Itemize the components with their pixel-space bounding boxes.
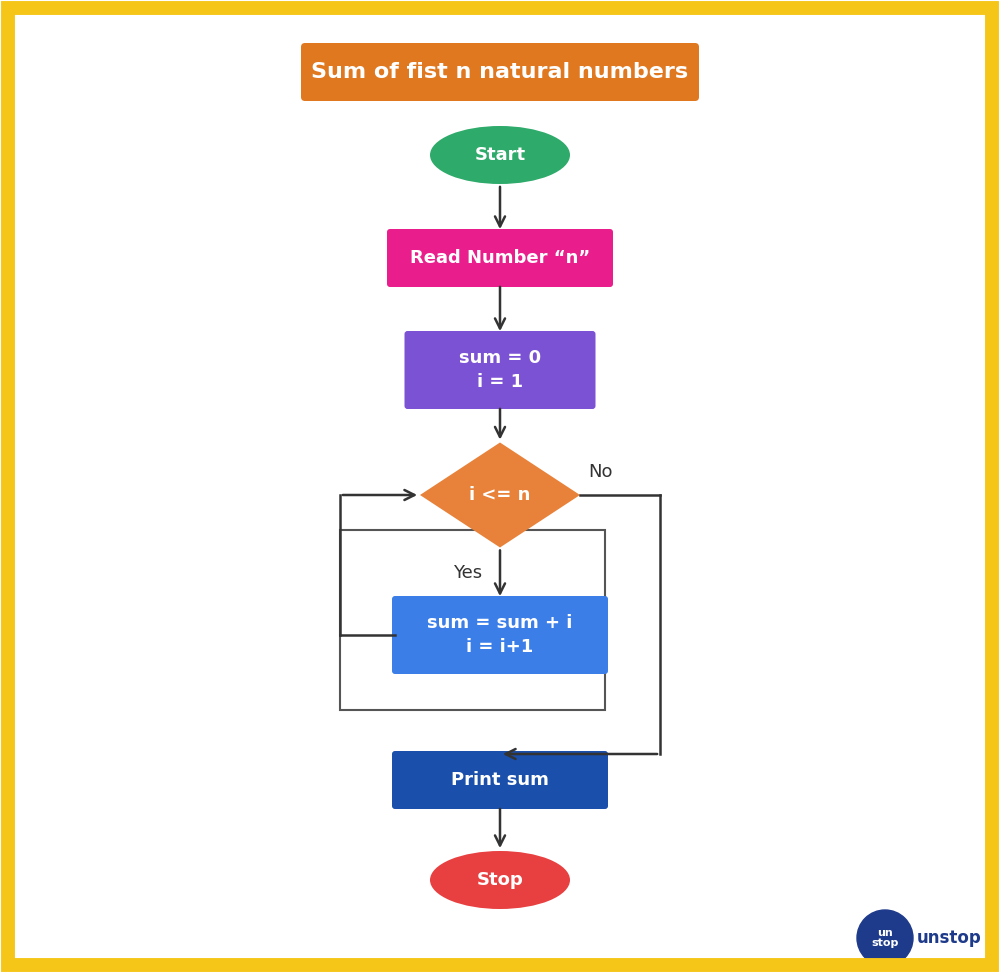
Bar [340,530,605,710]
Text: un
stop: un stop [871,927,899,949]
FancyBboxPatch shape [392,596,608,674]
Text: unstop: unstop [917,929,982,947]
Text: i <= n: i <= n [469,486,531,504]
FancyBboxPatch shape [392,751,608,809]
FancyBboxPatch shape [301,43,699,101]
FancyBboxPatch shape [404,331,596,409]
Text: Sum of fist n natural numbers: Sum of fist n natural numbers [311,62,689,82]
Text: Yes: Yes [453,564,482,582]
Circle shape [857,910,913,966]
Text: Print sum: Print sum [451,771,549,789]
Text: Start: Start [474,146,526,164]
Text: Stop: Stop [477,871,523,889]
FancyBboxPatch shape [387,229,613,287]
Ellipse shape [430,851,570,909]
Text: sum = sum + i
i = i+1: sum = sum + i i = i+1 [427,614,573,656]
Text: No: No [588,463,612,481]
Text: Read Number “n”: Read Number “n” [410,249,590,267]
Text: sum = 0
i = 1: sum = 0 i = 1 [459,349,541,391]
Polygon shape [420,443,580,548]
Ellipse shape [430,126,570,184]
